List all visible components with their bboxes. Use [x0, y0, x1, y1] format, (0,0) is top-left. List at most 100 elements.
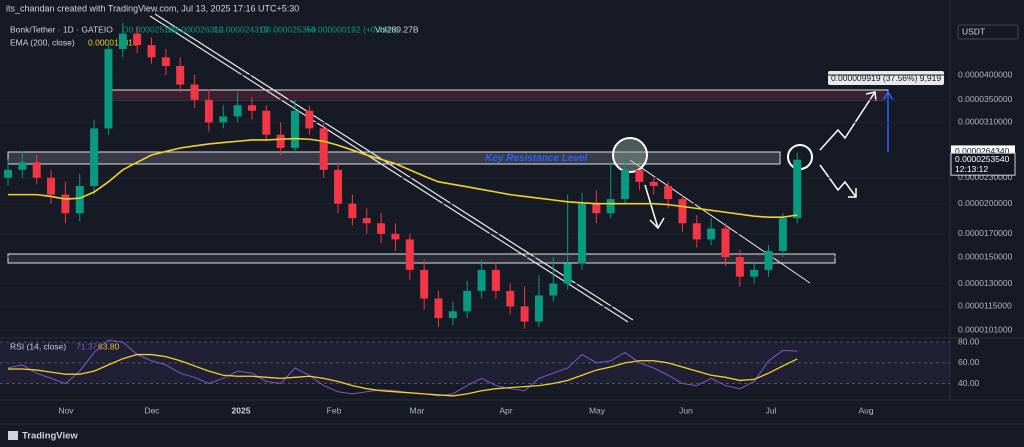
candle-body: [778, 218, 787, 252]
ohlc-item: O0.000025162: [122, 24, 179, 34]
y-tick-label: 40.00: [958, 378, 980, 388]
y-tick-label: 0.0000350000: [958, 94, 1013, 104]
last-price-box: [950, 152, 1016, 176]
ohlc-item: +0.000000192 (+0.76%): [306, 24, 398, 34]
candle-body: [592, 203, 601, 214]
y-tick-label: 0.0000101000: [958, 325, 1013, 335]
candle-body: [18, 162, 27, 170]
x-tick-label: Mar: [410, 405, 425, 415]
y-tick-label: 0.0000115000: [958, 301, 1012, 311]
candle-body: [534, 295, 543, 322]
candle-body: [147, 45, 156, 58]
x-tick-label: Aug: [858, 405, 873, 415]
measure-arrow: [882, 90, 894, 101]
x-tick-label: Nov: [58, 405, 74, 415]
y-tick-label: 0.0000200000: [958, 198, 1013, 208]
last-price-label: 0.0000253540: [955, 154, 1010, 164]
candle-body: [262, 110, 271, 135]
ema-line: [8, 137, 798, 218]
candle-body: [721, 228, 730, 258]
y-tick-label: 60.00: [958, 357, 980, 367]
candle-body: [692, 223, 701, 240]
candle-body: [362, 218, 371, 224]
candle-body: [563, 263, 572, 284]
candle-body: [104, 49, 113, 129]
ohlc-item: C0.000025354: [260, 24, 316, 34]
candle-body: [75, 186, 84, 214]
y-tick-label: 0.0000170000: [958, 228, 1013, 238]
ema-value: 0.000018816: [88, 37, 138, 47]
candle-body: [291, 110, 299, 148]
candle-body: [233, 105, 242, 117]
candle-body: [420, 269, 429, 299]
candle-body: [319, 128, 328, 170]
candle-body: [377, 223, 386, 234]
candle-body: [549, 283, 558, 296]
y-tick-label: 0.0000400000: [958, 69, 1013, 79]
currency-box: [957, 24, 1019, 40]
trend-line: [149, 15, 629, 323]
support-zone: [7, 253, 836, 264]
rsi-value: 71.37: [76, 341, 98, 351]
countdown: 12:13:12: [955, 164, 988, 174]
credit: its_chandan created with TradingView.com…: [6, 3, 299, 13]
candle-body: [90, 128, 99, 187]
footer-logo: [8, 431, 18, 440]
candle-body: [190, 84, 199, 100]
price-label: 0.0000264340: [955, 146, 1010, 156]
measure-label: 0.000009919 (37.56%) 9,919: [831, 73, 941, 83]
rsi-ma-value: 63.80: [98, 341, 120, 351]
candle-body: [793, 159, 802, 219]
y-tick-label: 0.0000150000: [958, 251, 1013, 261]
candle-body: [334, 169, 343, 204]
candle-body: [707, 228, 716, 240]
candle-body: [405, 239, 414, 270]
arrow: [819, 91, 877, 151]
x-tick-label: Jun: [679, 405, 693, 415]
candle-body: [678, 199, 687, 224]
arrow: [644, 184, 665, 230]
ohlc-item: H0.000026312: [168, 24, 224, 34]
y-tick-label: 0.0000130000: [958, 278, 1013, 288]
candle-body: [506, 290, 515, 307]
footer-brand: TradingView: [22, 431, 78, 442]
candle-body: [391, 233, 400, 240]
supply-zone: [104, 89, 889, 101]
candle-body: [649, 181, 658, 187]
candle-body: [47, 177, 56, 195]
candle-body: [520, 306, 529, 322]
candle-body: [276, 134, 285, 148]
candle-body: [664, 186, 673, 200]
candle-body: [118, 33, 127, 50]
candle-body: [635, 169, 644, 182]
candle-body: [32, 162, 41, 178]
x-tick-label: Feb: [327, 405, 342, 415]
x-tick-label: Jul: [766, 405, 777, 415]
candle-body: [621, 169, 630, 200]
candle-body: [176, 65, 185, 85]
ema-label: EMA (200, close): [10, 37, 75, 47]
measure-box: [828, 71, 944, 85]
candle-body: [434, 298, 443, 319]
rsi-line: [8, 353, 798, 397]
x-tick-label: May: [589, 405, 606, 415]
resistance-label: Key Resistance Level: [485, 153, 588, 164]
x-tick-label: 2025: [232, 405, 251, 415]
candle-body: [463, 290, 472, 312]
highlight-circle: [612, 137, 648, 173]
resistance-zone: [7, 151, 781, 165]
candle-body: [764, 251, 773, 270]
candle-body: [204, 99, 213, 123]
y-tick-label: 0.0000230000: [958, 172, 1013, 182]
candle-body: [305, 110, 314, 129]
candle-body: [61, 194, 70, 214]
x-tick-label: Dec: [144, 405, 160, 415]
candle-body: [448, 311, 457, 319]
symbol: Bonk/Tether · 1D · GATEIO: [10, 24, 113, 34]
candle-body: [578, 203, 586, 264]
candle-body: [4, 169, 12, 178]
ohlc-item: Vol289.27B: [375, 24, 419, 34]
rsi-label: RSI (14, close): [10, 341, 66, 351]
